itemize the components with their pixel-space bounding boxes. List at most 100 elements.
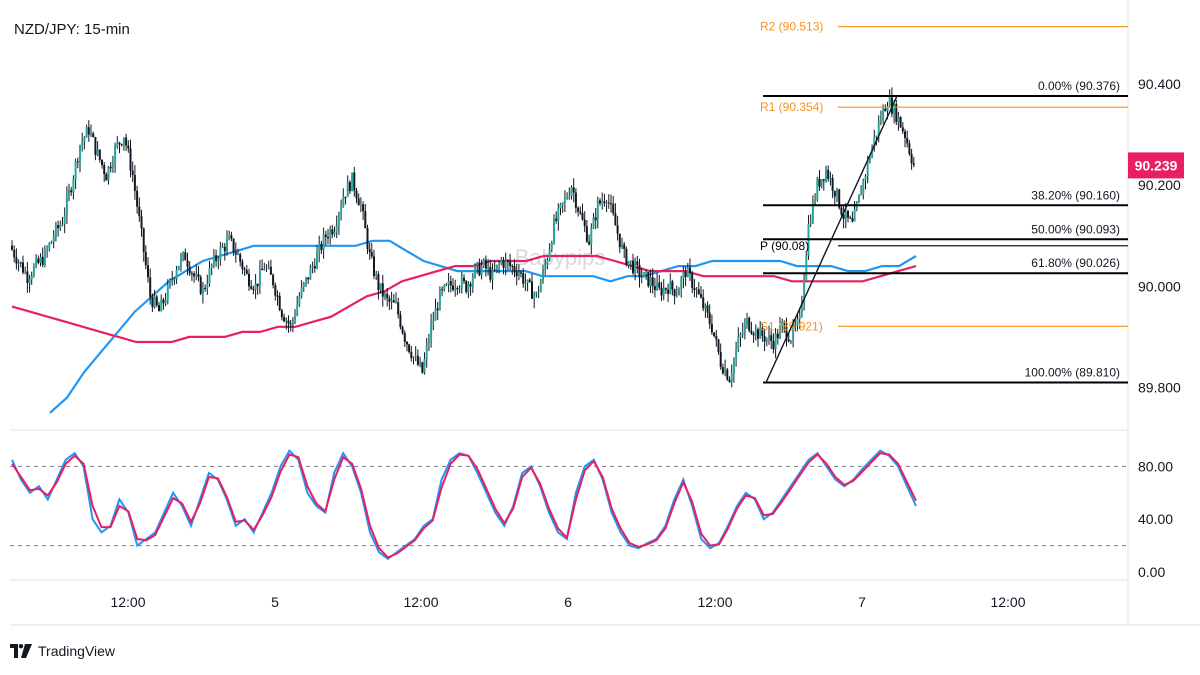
- candle-body: [50, 241, 53, 244]
- candle-body: [653, 286, 656, 290]
- candle-body: [344, 196, 347, 198]
- candle-body: [750, 330, 753, 334]
- candle-body: [506, 260, 509, 262]
- candle-body: [195, 274, 198, 277]
- candle-body: [873, 137, 876, 148]
- candle-body: [893, 104, 896, 114]
- stochastic-panel: [10, 448, 1128, 561]
- candle-body: [700, 294, 702, 298]
- candle-body: [621, 244, 623, 248]
- candle-body: [829, 177, 832, 179]
- price-chart[interactable]: Babypips 0.00% (90.376)38.20% (90.160)50…: [0, 0, 1200, 630]
- candle-body: [811, 201, 814, 223]
- time-tick-label: 12:00: [403, 594, 438, 610]
- candle-body: [190, 273, 193, 275]
- candle-body: [158, 305, 160, 312]
- candle-body: [726, 369, 729, 380]
- candle-body: [838, 189, 841, 208]
- candle-body: [22, 262, 24, 273]
- candle-body: [265, 267, 268, 269]
- candle-body: [686, 267, 689, 278]
- candle-body: [544, 265, 547, 270]
- candle-body: [680, 278, 683, 290]
- candle-body: [136, 190, 139, 207]
- candle-body: [800, 302, 803, 316]
- candle-body: [484, 259, 487, 269]
- candle-body: [467, 284, 470, 293]
- candle-body: [474, 265, 476, 278]
- candle-body: [710, 323, 713, 333]
- candle-body: [111, 163, 114, 169]
- candle-body: [901, 127, 904, 132]
- candle-body: [757, 329, 759, 339]
- candle-body: [309, 267, 312, 280]
- candle-body: [397, 302, 400, 315]
- candle-body: [41, 256, 44, 265]
- candle-body: [550, 242, 553, 250]
- candle-body: [616, 225, 619, 234]
- candle-body: [261, 268, 264, 271]
- candle-body: [287, 320, 290, 324]
- candle-body: [381, 283, 384, 297]
- candle-body: [215, 255, 218, 261]
- candle-body: [272, 274, 275, 286]
- candle-body: [280, 310, 283, 318]
- stochastic-d-line: [11, 452, 917, 559]
- candle-body: [230, 235, 233, 239]
- candle-body: [147, 265, 149, 278]
- candle-body: [74, 161, 77, 180]
- candle-body: [553, 218, 555, 243]
- candle-body: [92, 133, 95, 137]
- candle-body: [232, 238, 235, 253]
- candle-body: [463, 277, 465, 282]
- candle-body: [342, 196, 345, 207]
- candle-body: [340, 206, 343, 215]
- candle-body: [605, 202, 608, 204]
- candle-body: [289, 323, 292, 325]
- candle-body: [138, 206, 141, 217]
- candle-body: [853, 209, 856, 222]
- candle-body: [151, 297, 154, 308]
- candle-body: [226, 239, 228, 252]
- candle-body: [298, 296, 301, 305]
- candle-body: [76, 161, 79, 163]
- candle-body: [118, 142, 121, 145]
- pivot-level-label: R2 (90.513): [760, 20, 823, 34]
- candle-body: [531, 281, 533, 299]
- candle-body: [15, 257, 18, 264]
- candle-body: [618, 233, 621, 248]
- candle-body: [796, 319, 799, 326]
- candle-body: [559, 204, 562, 209]
- candle-body: [568, 196, 571, 198]
- candle-body: [785, 325, 788, 340]
- candle-body: [201, 288, 204, 294]
- candle-body: [384, 293, 386, 297]
- candle-body: [577, 207, 580, 212]
- candle-body: [204, 288, 207, 289]
- candle-body: [28, 279, 31, 283]
- candle-body: [614, 213, 617, 226]
- candle-body: [59, 225, 62, 229]
- candle-body: [765, 338, 768, 342]
- candle-body: [416, 355, 419, 365]
- candle-body: [43, 250, 46, 265]
- candle-body: [732, 359, 735, 374]
- candle-body: [482, 259, 485, 267]
- candle-body: [401, 327, 404, 334]
- candle-body: [169, 280, 171, 286]
- candle-body: [599, 200, 601, 204]
- candle-body: [412, 357, 415, 359]
- fib-trend-line: [765, 95, 898, 383]
- candle-body: [243, 269, 246, 271]
- candle-body: [590, 228, 593, 245]
- candle-body: [664, 288, 667, 290]
- candle-body: [199, 277, 202, 294]
- candle-body: [162, 299, 165, 304]
- candle-body: [469, 284, 472, 287]
- candle-body: [844, 210, 847, 219]
- candle-body: [704, 305, 707, 309]
- candle-body: [504, 260, 507, 268]
- candle-body: [436, 308, 439, 311]
- candle-body: [324, 234, 327, 237]
- candle-body: [217, 260, 220, 262]
